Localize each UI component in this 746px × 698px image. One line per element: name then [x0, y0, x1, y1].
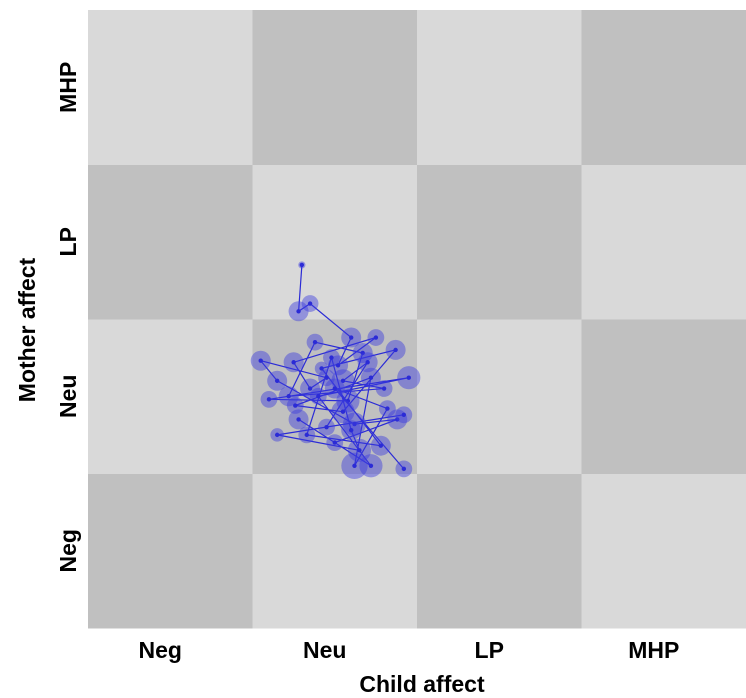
- y-tick-label: MHP: [55, 62, 81, 113]
- data-point-center: [385, 406, 390, 411]
- data-point-center: [307, 386, 313, 391]
- data-point-center: [332, 386, 337, 391]
- data-point-center: [349, 428, 354, 433]
- grid-cell-neg-mhp: [88, 10, 253, 165]
- data-point-center: [296, 309, 301, 314]
- grid-cell-neu-neg: [252, 473, 418, 629]
- data-point-center: [340, 378, 346, 383]
- grid-cell-neu-mhp: [252, 10, 418, 165]
- data-point-center: [381, 386, 387, 391]
- grid-cell-lp-lp: [417, 164, 582, 320]
- grid-cell-neu-lp: [252, 164, 418, 320]
- y-tick-label: Neg: [55, 529, 81, 572]
- data-point-center: [368, 375, 374, 380]
- grid-cell-neg-lp: [88, 164, 253, 320]
- data-point-center: [299, 262, 305, 268]
- data-point-center: [393, 347, 398, 353]
- grid-cell-neg-neg: [88, 473, 253, 629]
- y-tick-label: LP: [55, 227, 81, 256]
- data-point-center: [324, 375, 329, 380]
- data-point-center: [312, 339, 318, 345]
- grid-cell-mhp-neg: [581, 473, 746, 629]
- data-point-center: [373, 335, 379, 340]
- data-point-center: [293, 403, 298, 408]
- data-point-center: [360, 350, 365, 356]
- data-point-center: [319, 366, 324, 371]
- grid-cell-lp-neu: [417, 319, 582, 474]
- data-point-center: [274, 432, 280, 438]
- grid-cell-mhp-mhp: [581, 10, 746, 165]
- data-point-center: [291, 360, 296, 365]
- data-point-center: [395, 417, 400, 422]
- data-point-center: [335, 363, 341, 368]
- data-point-center: [357, 448, 362, 453]
- grid-cell-lp-neg: [417, 473, 582, 629]
- y-axis-title: Mother affect: [14, 257, 40, 402]
- data-point-center: [332, 440, 337, 445]
- data-point-center: [324, 424, 329, 430]
- grid-cell-mhp-lp: [581, 164, 746, 320]
- x-tick-label: Neu: [303, 637, 346, 663]
- x-tick-labels: Neg Neu LP MHP: [139, 637, 680, 663]
- grid-cell-neg-neu: [88, 319, 253, 474]
- data-point-center: [352, 421, 357, 427]
- x-axis-title: Child affect: [359, 671, 485, 697]
- y-tick-labels: Neg Neu LP MHP: [55, 62, 81, 573]
- data-point-center: [316, 394, 321, 399]
- data-point-center: [304, 432, 309, 438]
- x-tick-label: MHP: [628, 637, 679, 663]
- x-tick-label: Neg: [139, 637, 182, 663]
- data-point-center: [349, 335, 354, 340]
- grid-cell-lp-mhp: [417, 10, 582, 165]
- data-point-center: [266, 397, 272, 402]
- data-point-center: [345, 398, 351, 404]
- data-point-center: [307, 301, 313, 306]
- grid-cell-mhp-neu: [581, 319, 746, 474]
- data-point-center: [296, 417, 301, 422]
- data-point-center: [286, 394, 291, 399]
- data-point-center: [406, 375, 411, 380]
- data-point-center: [378, 443, 384, 448]
- grid-cell-neu-neu: [252, 319, 418, 474]
- data-point-center: [329, 355, 334, 360]
- data-point-center: [368, 463, 374, 468]
- data-point-center: [401, 466, 407, 472]
- data-point-center: [274, 378, 280, 383]
- data-point-center: [352, 463, 357, 468]
- data-point-center: [340, 409, 346, 414]
- x-tick-label: LP: [475, 637, 504, 663]
- point-markers: [250, 261, 421, 479]
- checkerboard-cells: [88, 10, 746, 629]
- data-point-center: [401, 412, 407, 417]
- data-point-center: [365, 360, 370, 365]
- y-tick-label: Neu: [55, 375, 81, 418]
- data-point-center: [258, 358, 263, 363]
